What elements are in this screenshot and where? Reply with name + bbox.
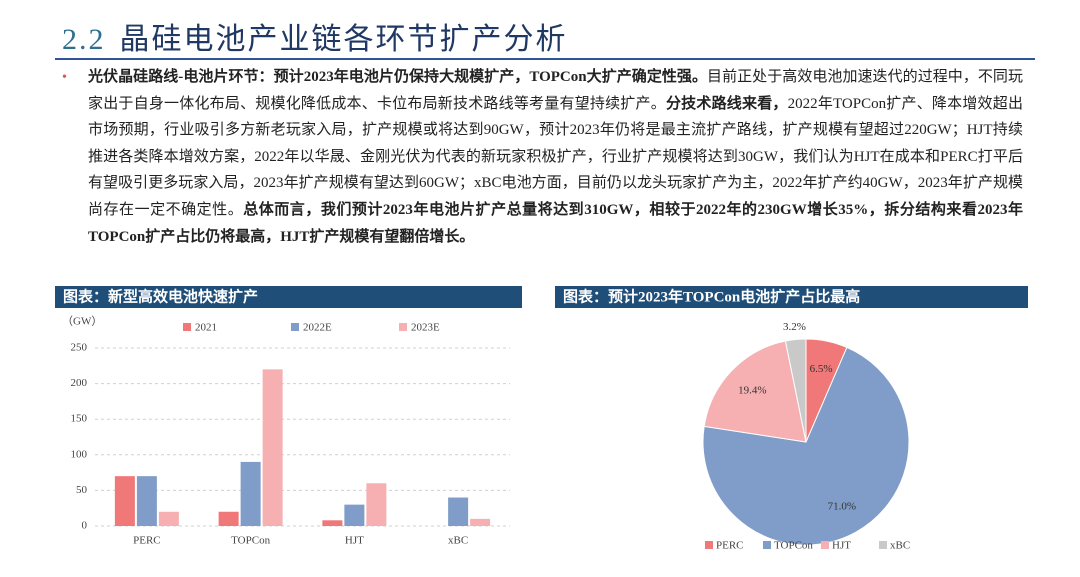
pie-slice [702, 346, 910, 546]
slice-label: 19.4% [738, 384, 766, 396]
bar [448, 497, 469, 526]
legend-label: 2021 [195, 322, 217, 334]
bar [240, 461, 261, 526]
y-tick-label: 100 [71, 448, 88, 460]
bullet: • [62, 70, 67, 85]
y-tick-label: 200 [71, 377, 88, 389]
legend-label: HJT [832, 540, 851, 552]
x-tick-label: xBC [448, 535, 468, 547]
y-axis-label: （GW） [62, 315, 102, 328]
legend-swatch [763, 541, 771, 549]
legend-swatch [821, 541, 829, 549]
x-tick-label: HJT [345, 535, 364, 547]
title-text: 晶硅电池产业链各环节扩产分析 [119, 23, 568, 56]
y-tick-label: 250 [71, 342, 88, 354]
panel-header [55, 286, 522, 308]
y-tick-label: 150 [71, 413, 88, 425]
legend-label: PERC [716, 540, 744, 552]
slice-label: 6.5% [810, 363, 833, 375]
bar [322, 520, 343, 526]
pie-slice [703, 340, 807, 443]
bar [262, 369, 283, 526]
text-run: 总体而言，我们预计2023年电池片扩产总量将达到310GW，相较于2022年的2… [88, 201, 1023, 245]
panel-title: 图表：预计2023年TOPCon电池扩产占比最高 [563, 287, 860, 305]
panel-title: 图表：新型高效电池快速扩产 [63, 287, 258, 305]
bar [470, 518, 491, 526]
panel-header [555, 286, 1028, 308]
bar [114, 476, 135, 526]
legend-swatch [399, 323, 407, 331]
text-run: 光伏晶硅路线-电池片环节：预计2023年电池片仍保持大规模扩产，TOPCon大扩… [88, 69, 708, 85]
legend-label: xBC [890, 540, 910, 552]
x-tick-label: PERC [133, 535, 161, 547]
text-run: 目前正处于高效电池加速迭代的过程中，不同玩家出于自身一体化布局、规模化降低成本、… [88, 69, 1023, 112]
x-tick-label: TOPCon [231, 535, 270, 547]
slide-title: 2.2 晶硅电池产业链各环节扩产分析 [62, 14, 568, 58]
legend-swatch [705, 541, 713, 549]
text-run: 2022年TOPCon扩产、降本增效超出市场预期，行业吸引多方新老玩家入局，扩产… [88, 95, 1023, 218]
y-tick-label: 50 [76, 484, 88, 496]
pie-slice [784, 338, 807, 443]
slice-label: 71.0% [828, 500, 856, 512]
section-number: 2.2 [62, 23, 106, 56]
legend-label: TOPCon [774, 540, 813, 552]
legend-label: 2023E [411, 322, 440, 334]
legend-label: 2022E [303, 322, 332, 334]
bar [366, 483, 387, 526]
slice-label: 3.2% [783, 321, 806, 333]
title-rule [55, 58, 1035, 60]
bar [158, 511, 179, 526]
legend-swatch [879, 541, 887, 549]
bar [344, 504, 365, 526]
paragraph: 光伏晶硅路线-电池片环节：预计2023年电池片仍保持大规模扩产，TOPCon大扩… [88, 64, 1023, 250]
legend-swatch [291, 323, 299, 331]
legend-swatch [183, 323, 191, 331]
text-run: 分技术路线来看， [665, 95, 788, 112]
y-tick-label: 0 [82, 520, 88, 532]
bar [136, 476, 157, 526]
bar [218, 511, 239, 526]
